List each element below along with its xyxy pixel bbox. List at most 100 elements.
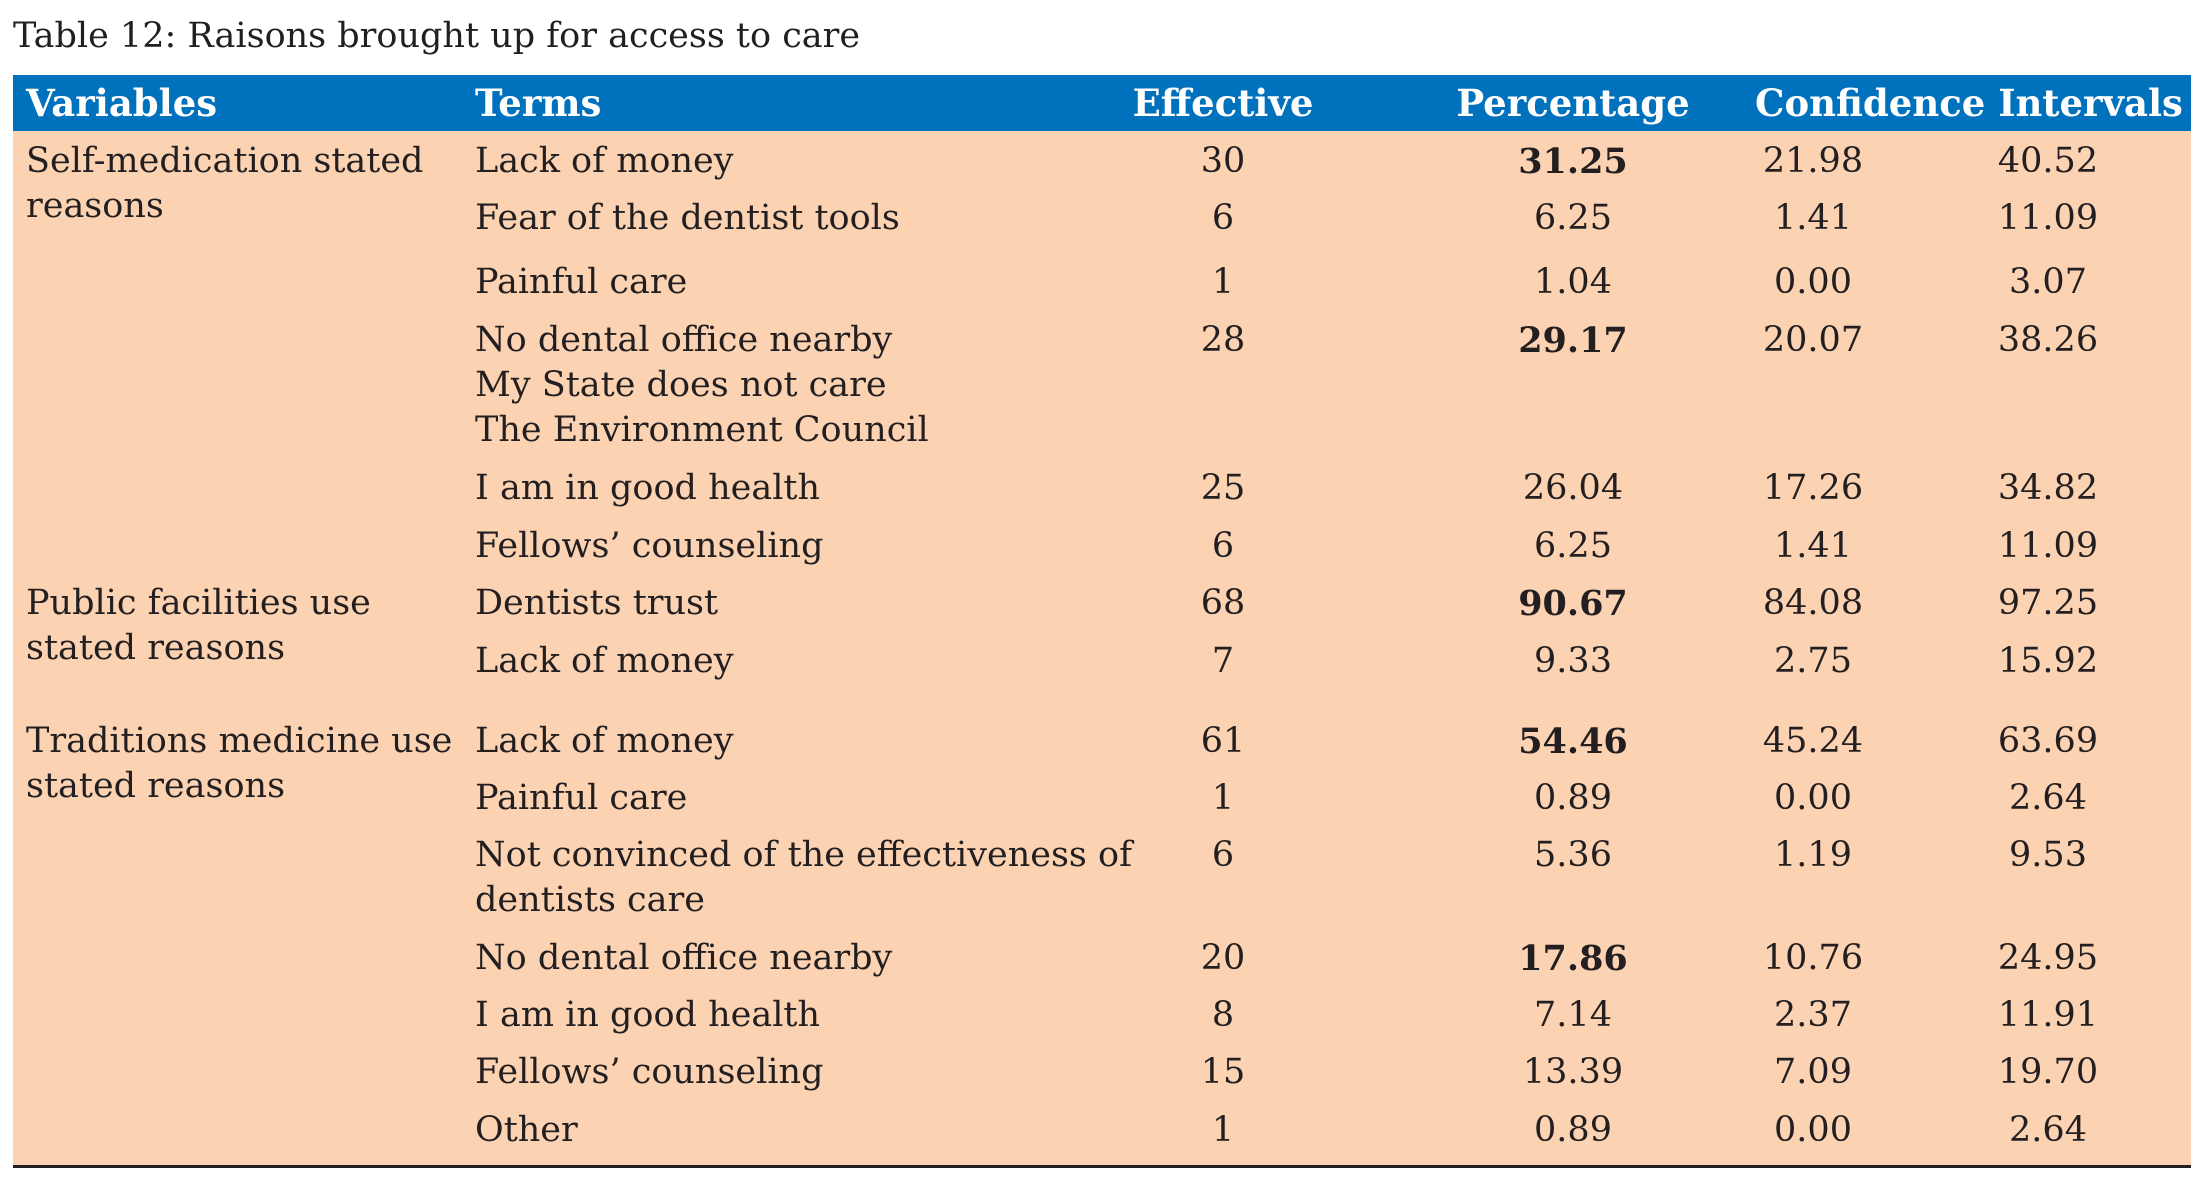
percentage-cell: 0.89 <box>1534 778 1612 818</box>
effective-cell: 8 <box>1211 995 1235 1035</box>
header-terms: Terms <box>475 81 602 125</box>
percentage-cell: 6.25 <box>1534 198 1612 238</box>
percentage-cell: 1.04 <box>1534 262 1612 302</box>
effective-cell: 1 <box>1211 1110 1235 1150</box>
ci-high-cell: 34.82 <box>1997 468 2099 508</box>
ci-low-cell: 17.26 <box>1762 468 1864 508</box>
ci-high-cell: 11.09 <box>1997 198 2099 238</box>
effective-cell: 1 <box>1211 778 1235 818</box>
term-line: No dental office nearby <box>475 938 893 978</box>
term-cell: Lack of money <box>475 639 1175 684</box>
group-label-self-medication: Self-medication stated reasons <box>26 141 424 226</box>
percentage-cell: 17.86 <box>1518 938 1628 979</box>
ci-high-cell: 97.25 <box>1997 583 2099 623</box>
term-cell: Dentists trust <box>475 581 1175 626</box>
term-cell: I am in good health <box>475 993 1175 1038</box>
term-line: Lack of money <box>475 641 734 681</box>
effective-cell: 6 <box>1211 526 1235 566</box>
term-cell: Lack of money <box>475 139 1175 184</box>
ci-low-cell: 84.08 <box>1762 583 1864 623</box>
term-line: Fear of the dentist tools <box>475 198 900 238</box>
term-line: Fellows’ counseling <box>475 526 824 566</box>
ci-low-cell: 10.76 <box>1762 938 1864 978</box>
term-line: I am in good health <box>475 468 820 508</box>
term-cell: Painful care <box>475 260 1175 305</box>
term-line: Fellows’ counseling <box>475 1052 824 1092</box>
ci-low-cell: 2.75 <box>1774 641 1852 681</box>
ci-low-cell: 1.41 <box>1774 198 1852 238</box>
percentage-cell: 0.89 <box>1534 1110 1612 1150</box>
term-line: Painful care <box>475 262 688 302</box>
term-line: No dental office nearby <box>475 320 893 360</box>
term-line: Dentists trust <box>475 583 719 623</box>
percentage-cell: 29.17 <box>1518 320 1628 361</box>
ci-high-cell: 19.70 <box>1997 1052 2099 1092</box>
effective-cell: 1 <box>1211 262 1235 302</box>
term-cell: No dental office nearby My State does no… <box>475 318 1175 453</box>
ci-low-cell: 45.24 <box>1762 721 1864 761</box>
term-line: Lack of money <box>475 721 734 761</box>
ci-high-cell: 11.09 <box>1997 526 2099 566</box>
ci-high-cell: 40.52 <box>1997 141 2099 181</box>
ci-high-cell: 2.64 <box>2009 1110 2087 1150</box>
effective-cell: 25 <box>1200 468 1246 508</box>
ci-low-cell: 0.00 <box>1774 262 1852 302</box>
data-table: Variables Terms Effective Percentage Con… <box>13 75 2191 1165</box>
ci-high-cell: 24.95 <box>1997 938 2099 978</box>
term-cell: Painful care <box>475 776 1175 821</box>
term-line: Not convinced of the effectiveness of <box>475 835 1133 875</box>
percentage-cell: 9.33 <box>1534 641 1612 681</box>
header-confidence-intervals: Confidence Intervals <box>1755 81 2183 125</box>
table-header: Variables Terms Effective Percentage Con… <box>13 75 2191 131</box>
ci-low-cell: 0.00 <box>1774 1110 1852 1150</box>
ci-low-cell: 7.09 <box>1774 1052 1852 1092</box>
header-effective: Effective <box>1132 81 1314 125</box>
percentage-cell: 54.46 <box>1518 721 1628 762</box>
term-cell: Lack of money <box>475 719 1175 764</box>
group-label-traditional-medicine: Traditions medicine use stated reasons <box>26 721 453 806</box>
ci-low-cell: 1.41 <box>1774 526 1852 566</box>
term-line: Lack of money <box>475 141 734 181</box>
group-label-public-facilities: Public facilities use stated reasons <box>26 583 371 668</box>
term-line: Other <box>475 1110 578 1150</box>
term-line: My State does not care <box>475 365 887 405</box>
ci-low-cell: 1.19 <box>1774 835 1852 875</box>
term-cell: No dental office nearby <box>475 936 1175 981</box>
header-variables: Variables <box>26 81 218 125</box>
effective-cell: 20 <box>1200 938 1246 978</box>
term-cell: I am in good health <box>475 466 1175 511</box>
term-line: I am in good health <box>475 995 820 1035</box>
percentage-cell: 90.67 <box>1518 583 1628 624</box>
table-bottom-rule <box>13 1165 2191 1168</box>
ci-high-cell: 3.07 <box>2009 262 2087 302</box>
effective-cell: 28 <box>1200 320 1246 360</box>
effective-cell: 68 <box>1200 583 1246 623</box>
effective-cell: 30 <box>1200 141 1246 181</box>
percentage-cell: 6.25 <box>1534 526 1612 566</box>
term-cell: Other <box>475 1108 1175 1153</box>
ci-high-cell: 63.69 <box>1997 721 2099 761</box>
ci-high-cell: 38.26 <box>1997 320 2099 360</box>
ci-low-cell: 2.37 <box>1774 995 1852 1035</box>
term-line: The Environment Council <box>475 410 929 450</box>
header-percentage: Percentage <box>1456 81 1690 125</box>
effective-cell: 7 <box>1211 641 1235 681</box>
ci-high-cell: 11.91 <box>1997 995 2099 1035</box>
ci-low-cell: 0.00 <box>1774 778 1852 818</box>
percentage-cell: 26.04 <box>1522 468 1624 508</box>
term-line: dentists care <box>475 880 705 920</box>
ci-high-cell: 9.53 <box>2009 835 2087 875</box>
percentage-cell: 31.25 <box>1518 141 1628 182</box>
percentage-cell: 7.14 <box>1534 995 1612 1035</box>
ci-low-cell: 20.07 <box>1762 320 1864 360</box>
percentage-cell: 5.36 <box>1534 835 1612 875</box>
term-cell: Not convinced of the effectiveness of de… <box>475 833 1175 923</box>
percentage-cell: 13.39 <box>1522 1052 1624 1092</box>
effective-cell: 61 <box>1200 721 1246 761</box>
ci-high-cell: 2.64 <box>2009 778 2087 818</box>
effective-cell: 6 <box>1211 198 1235 238</box>
effective-cell: 6 <box>1211 835 1235 875</box>
effective-cell: 15 <box>1200 1052 1246 1092</box>
table-caption: Table 12: Raisons brought up for access … <box>13 16 861 56</box>
term-cell: Fear of the dentist tools <box>475 196 1175 241</box>
